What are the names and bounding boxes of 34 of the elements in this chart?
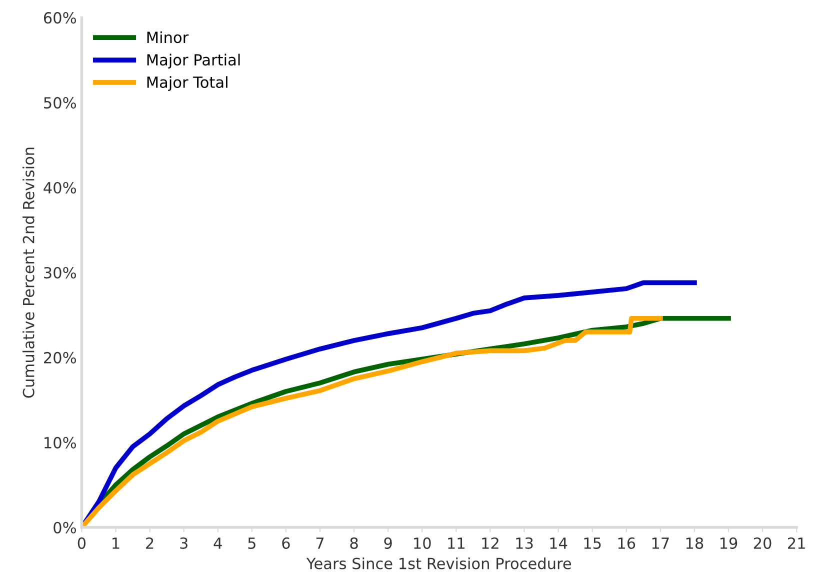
x-tick-label: 3 bbox=[180, 537, 188, 549]
x-tick-label: 8 bbox=[350, 537, 358, 549]
x-tick-label: 15 bbox=[584, 538, 601, 549]
x-tick-label: 0 bbox=[78, 537, 86, 549]
x-tick-label: 18 bbox=[686, 537, 704, 549]
legend-label: Minor bbox=[147, 31, 189, 44]
x-tick-label: 5 bbox=[248, 538, 256, 549]
x-tick-label: 9 bbox=[384, 537, 392, 549]
x-tick-label: 6 bbox=[282, 537, 290, 549]
x-tick-label: 4 bbox=[214, 538, 222, 549]
x-tick-label: 21 bbox=[788, 537, 805, 549]
y-tick-label: 10% bbox=[44, 436, 76, 448]
x-tick-label: 7 bbox=[316, 538, 324, 549]
y-tick-label: 30% bbox=[44, 266, 76, 279]
x-tick-label: 17 bbox=[652, 538, 669, 549]
x-tick-label: 11 bbox=[448, 538, 464, 549]
legend-label: Major Partial bbox=[147, 54, 240, 69]
y-tick-label: 40% bbox=[44, 182, 76, 194]
x-tick-label: 2 bbox=[146, 537, 154, 549]
x-tick-label: 12 bbox=[482, 537, 498, 549]
x-tick-label: 1 bbox=[112, 538, 120, 549]
y-tick-label: 50% bbox=[44, 97, 76, 109]
legend-label: Major Total bbox=[147, 76, 228, 91]
y-tick-label: 0% bbox=[54, 522, 76, 534]
y-axis-title: Cumulative Percent 2nd Revision bbox=[22, 148, 34, 398]
x-tick-label: 14 bbox=[550, 538, 568, 549]
x-tick-label: 16 bbox=[618, 537, 636, 549]
x-tick-label: 19 bbox=[720, 537, 738, 549]
y-tick-label: 20% bbox=[44, 352, 76, 364]
x-tick-label: 13 bbox=[516, 537, 533, 549]
x-tick-label: 20 bbox=[754, 537, 772, 549]
x-axis-title: Years Since 1st Revision Procedure bbox=[306, 557, 572, 570]
x-tick-label: 10 bbox=[414, 537, 431, 549]
y-tick-label: 60% bbox=[44, 12, 76, 24]
